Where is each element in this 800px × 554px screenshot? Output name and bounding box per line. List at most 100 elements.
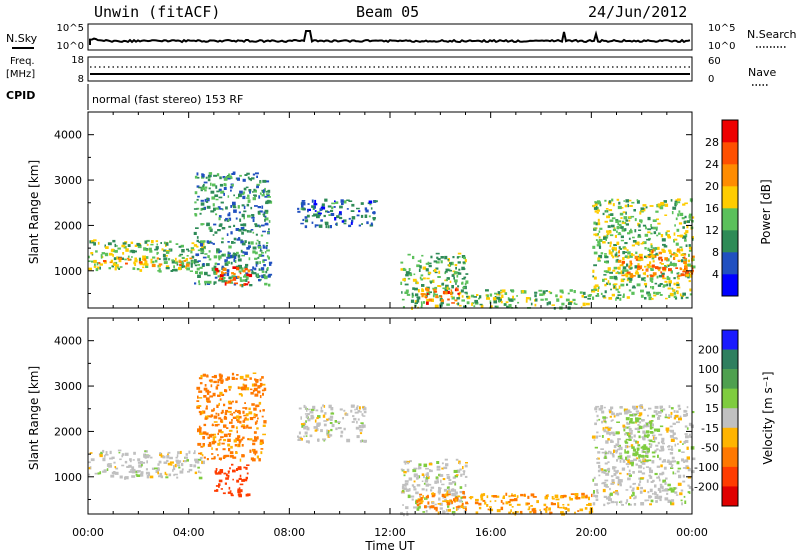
velocity-cell: [360, 422, 364, 424]
power-cell: [568, 302, 572, 306]
velocity-cell: [346, 438, 351, 443]
power-cell: [668, 294, 671, 298]
power-cell: [689, 218, 692, 221]
power-cell: [350, 221, 353, 225]
power-cell: [242, 178, 246, 182]
velocity-cell: [527, 495, 530, 499]
velocity-cell: [635, 452, 639, 455]
power-cell: [206, 197, 209, 200]
power-cell: [655, 210, 659, 213]
power-cell: [593, 207, 598, 210]
velocity-cell: [604, 451, 607, 454]
power-cell: [197, 249, 202, 252]
power-cell: [682, 235, 686, 239]
power-cell: [193, 208, 198, 210]
velocity-cell: [683, 409, 687, 413]
power-cell: [677, 274, 682, 277]
velocity-cell: [231, 463, 234, 466]
power-cell: [338, 213, 342, 216]
velocity-cell: [206, 400, 208, 403]
velocity-cell: [160, 475, 163, 479]
power-cell: [194, 201, 197, 204]
velocity-cell: [97, 472, 100, 475]
velocity-cell: [601, 407, 604, 410]
power-cell: [461, 255, 466, 259]
power-cell: [171, 260, 175, 264]
power-cell: [94, 263, 96, 266]
power-cell: [626, 271, 631, 274]
power-cell: [136, 242, 140, 246]
velocity-cell: [143, 453, 146, 457]
velocity-cell: [207, 443, 212, 447]
velocity-cell: [155, 469, 159, 473]
velocity-cell: [197, 395, 199, 399]
velocity-cell: [221, 442, 225, 445]
power-cell: [307, 209, 309, 213]
velocity-cell: [315, 409, 319, 412]
power-cell: [669, 263, 673, 266]
power-cell: [420, 278, 424, 281]
power-cell: [215, 185, 218, 189]
velocity-cell: [436, 461, 440, 464]
velocity-cell: [225, 409, 229, 413]
power-cell: [117, 266, 119, 269]
velocity-colorbar-swatch: [722, 466, 738, 487]
velocity-cell: [684, 439, 689, 443]
velocity-cell: [581, 492, 585, 496]
power-cell: [269, 263, 272, 266]
velocity-cell: [102, 449, 105, 453]
power-cell: [158, 258, 161, 260]
velocity-cell: [529, 511, 532, 514]
power-cell: [687, 263, 691, 267]
power-cell: [673, 232, 676, 236]
velocity-cell: [633, 458, 637, 461]
velocity-cell: [254, 378, 257, 381]
velocity-cell: [403, 513, 405, 517]
power-cell: [174, 268, 178, 272]
velocity-cell: [213, 415, 218, 419]
velocity-cell: [641, 445, 646, 449]
power-cell: [433, 290, 438, 293]
power-colorbar-swatch: [722, 252, 738, 275]
velocity-cell: [227, 491, 232, 494]
power-cell: [635, 251, 638, 255]
velocity-cell: [201, 460, 205, 465]
power-cell: [457, 252, 462, 255]
power-cell: [190, 250, 193, 254]
power-cell: [114, 243, 117, 248]
power-cell: [621, 228, 626, 232]
power-cell: [268, 261, 273, 264]
power-cell: [649, 277, 654, 281]
velocity-cell: [489, 506, 492, 508]
velocity-cell: [445, 493, 449, 497]
power-cell: [631, 244, 635, 247]
velocity-cell: [460, 496, 463, 499]
power-cell: [246, 197, 250, 199]
power-cell: [265, 244, 268, 247]
power-cell: [204, 189, 207, 192]
power-cell: [256, 175, 258, 178]
power-cell: [623, 216, 628, 220]
velocity-cell: [361, 424, 366, 428]
power-cell: [368, 200, 373, 204]
power-cell: [304, 225, 308, 229]
velocity-cell: [423, 474, 425, 479]
power-cell: [648, 265, 651, 268]
power-cell: [252, 272, 257, 275]
velocity-cell: [306, 409, 308, 412]
power-cell: [93, 259, 97, 264]
power-cell: [534, 299, 536, 302]
power-cell: [228, 212, 231, 216]
power-cell: [597, 240, 601, 244]
velocity-cell: [262, 409, 265, 412]
velocity-cell: [236, 419, 240, 422]
power-cell: [437, 258, 441, 261]
velocity-cell: [205, 397, 210, 401]
power-cell: [247, 199, 251, 203]
velocity-cell: [502, 496, 505, 499]
velocity-cell: [601, 470, 606, 474]
velocity-cell: [232, 416, 237, 419]
power-cell: [201, 187, 206, 190]
velocity-cell: [250, 391, 254, 395]
power-cell: [445, 268, 449, 271]
